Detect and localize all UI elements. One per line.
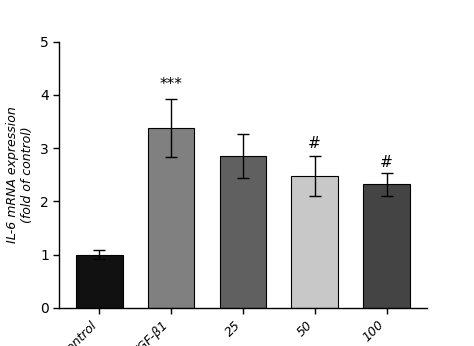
Text: ***: *** xyxy=(160,77,182,92)
Bar xyxy=(292,176,338,308)
Bar xyxy=(76,255,123,308)
Text: #: # xyxy=(380,155,393,170)
Text: #: # xyxy=(309,136,321,151)
Bar xyxy=(363,184,410,308)
Bar xyxy=(148,128,194,308)
Bar xyxy=(219,156,266,308)
Y-axis label: IL-6 mRNA expression
(fold of control): IL-6 mRNA expression (fold of control) xyxy=(7,106,35,243)
